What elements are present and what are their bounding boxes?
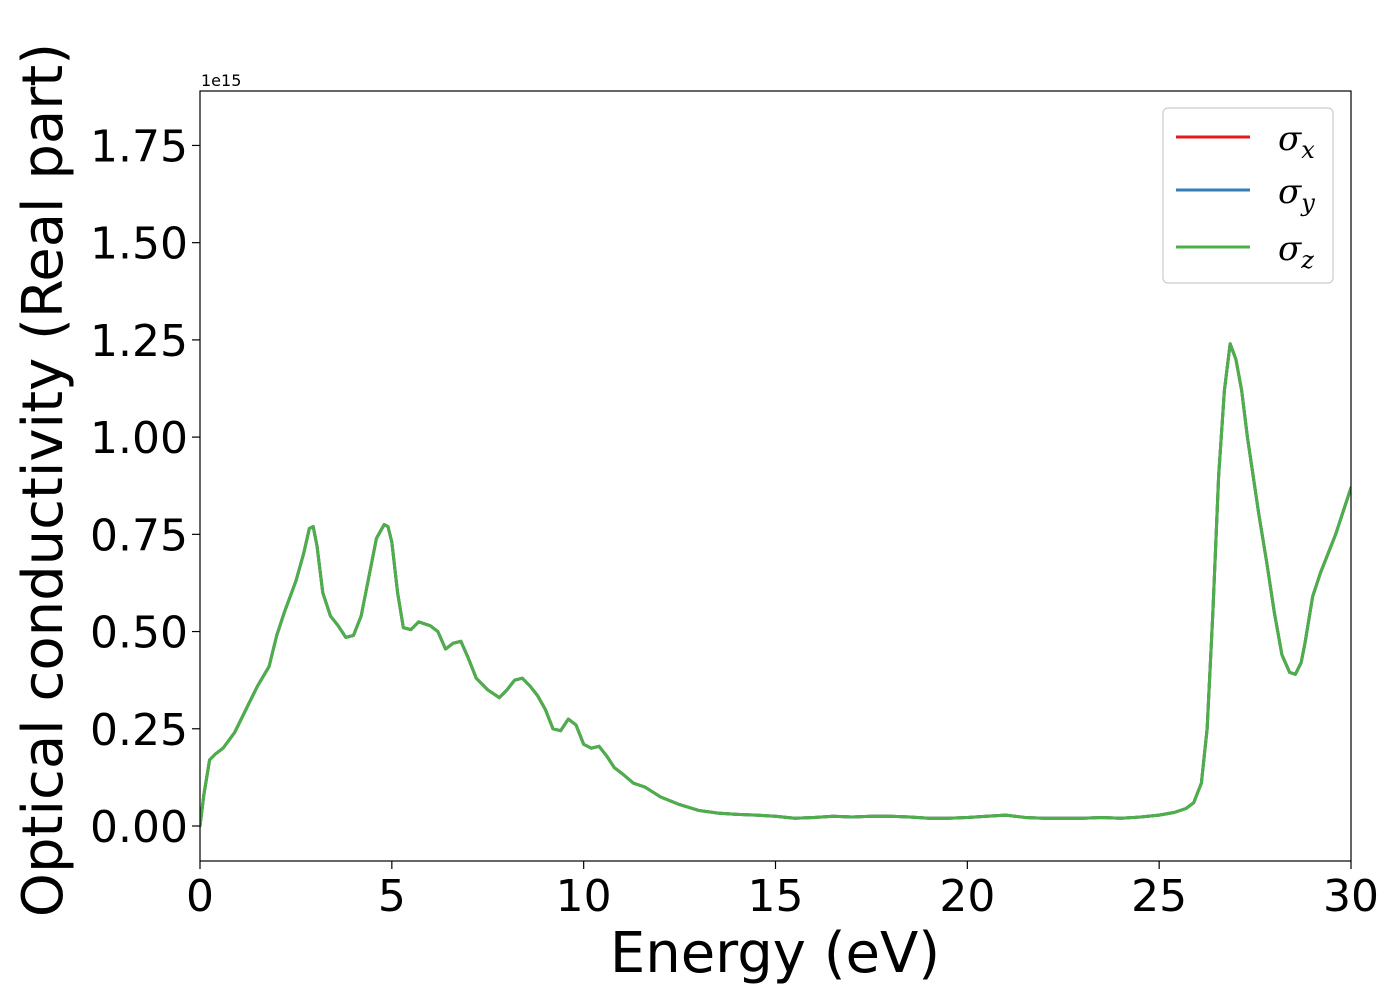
y-tick-label: 0.50: [90, 608, 188, 659]
x-tick-label: 0: [186, 871, 214, 922]
y-tick-label: 1.75: [90, 121, 188, 172]
y-tick-label: 1.25: [90, 316, 188, 367]
x-axis: 0 5 10 15 20 25 30: [186, 861, 1379, 922]
x-axis-label: Energy (eV): [610, 921, 940, 986]
legend-label-sigma-x: σx: [1278, 119, 1315, 164]
x-tick-label: 25: [1131, 871, 1187, 922]
y-tick-label: 0.25: [90, 705, 188, 756]
x-tick-label: 5: [378, 871, 406, 922]
series-layer: [200, 342, 1351, 828]
legend: σx σy σz: [1162, 107, 1334, 284]
y-tick-label: 1.00: [90, 413, 188, 464]
x-tick-label: 30: [1323, 871, 1379, 922]
x-tick-label: 15: [748, 871, 804, 922]
y-axis: 0.00 0.25 0.50 0.75 1.00 1.25 1.50 1.75: [90, 121, 200, 853]
y-tick-label: 1.50: [90, 219, 188, 270]
y-tick-label: 0.00: [90, 802, 188, 853]
legend-box: [1162, 107, 1334, 284]
x-tick-label: 10: [556, 871, 612, 922]
y-axis-offset-label: 1e15: [201, 71, 241, 90]
y-axis-label: Optical conductivity (Real part): [11, 43, 76, 917]
legend-label-sigma-z: σz: [1278, 229, 1314, 274]
y-tick-label: 0.75: [90, 510, 188, 561]
legend-label-sigma-y: σy: [1278, 172, 1315, 217]
series-line-sigma-z: [200, 342, 1351, 828]
x-tick-label: 20: [939, 871, 995, 922]
